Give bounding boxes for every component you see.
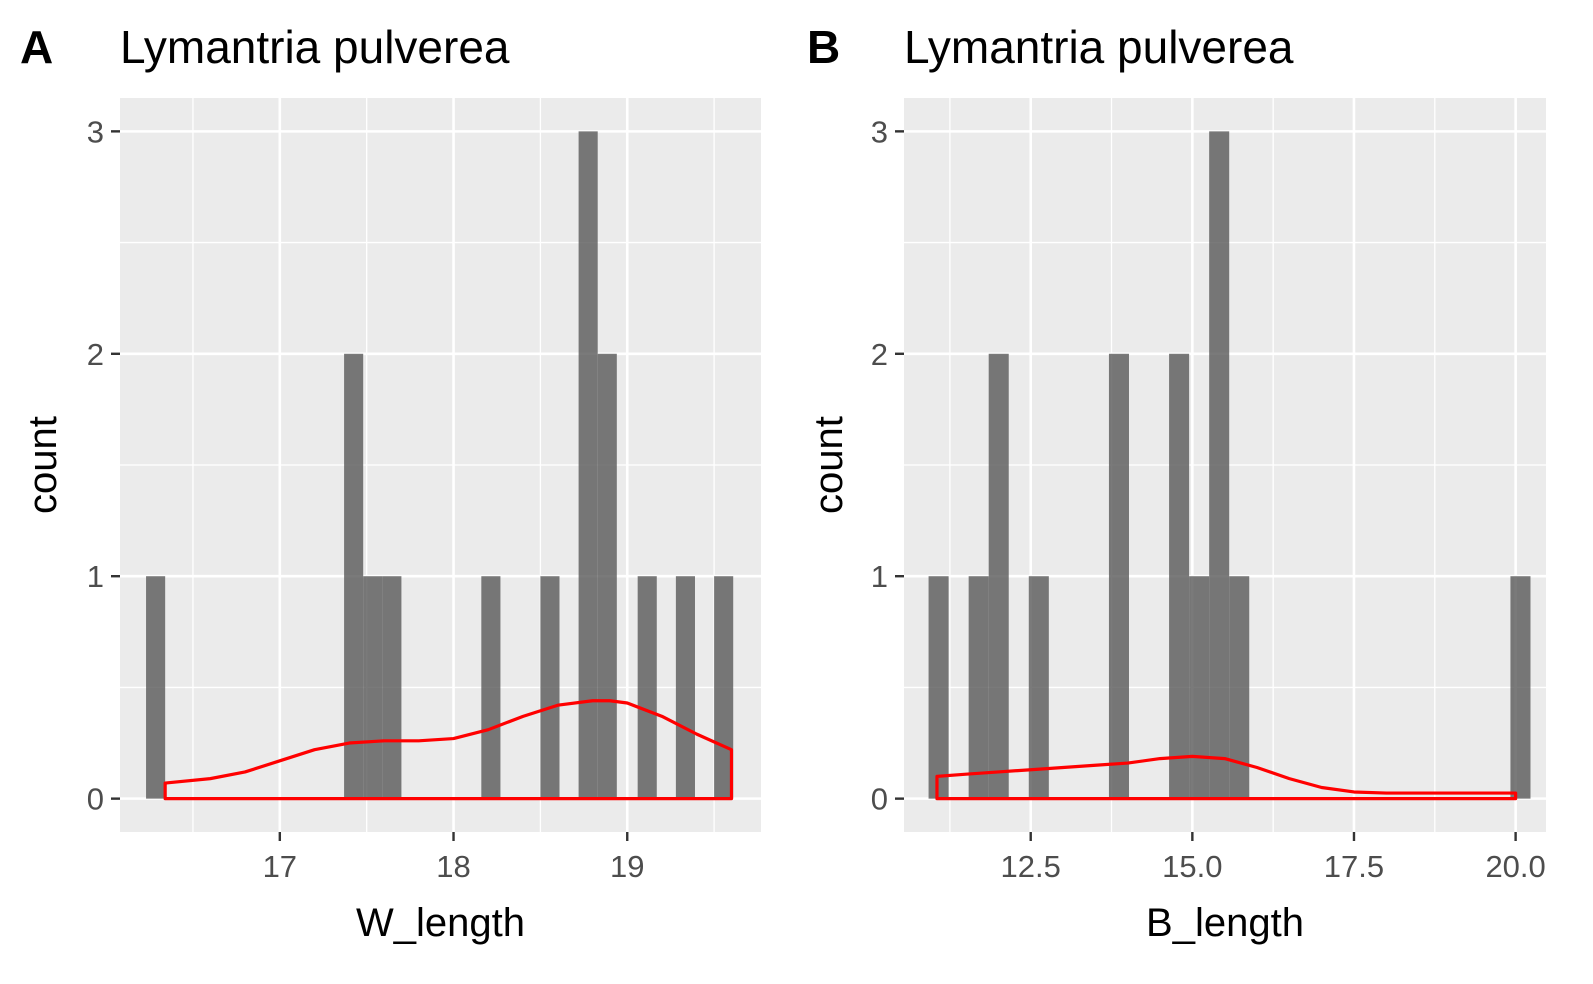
- y-axis-title: count: [21, 416, 65, 514]
- x-tick-label: 17.5: [1324, 849, 1384, 884]
- x-tick-label: 19: [610, 849, 644, 884]
- density-curve: [935, 754, 1518, 801]
- panel-tag: A: [20, 21, 53, 73]
- x-axis-title: W_length: [356, 901, 525, 945]
- y-tick-label: 2: [87, 337, 104, 372]
- bar-layer: [146, 131, 734, 799]
- histogram-bar: [597, 353, 617, 799]
- histogram-bar: [344, 353, 364, 799]
- histogram-bar: [481, 576, 501, 799]
- y-tick-label: 0: [871, 782, 888, 817]
- density-layer: [935, 754, 1518, 801]
- histogram-bar: [928, 576, 949, 799]
- y-tick-label: 2: [871, 337, 888, 372]
- panel-a: 0 1 2 3 17 18 19 A Lymantria pulverea W_length…: [20, 21, 761, 945]
- histogram-bar: [1189, 576, 1210, 799]
- y-tick-label: 3: [87, 114, 104, 149]
- histogram-bar: [1108, 353, 1129, 799]
- histogram-bar: [578, 131, 598, 799]
- x-axis-title: B_length: [1146, 901, 1304, 945]
- histogram-bar: [540, 576, 560, 799]
- tick-layer: 0 1 2 3 12.5 15.0 17.5 20.0: [871, 114, 1546, 884]
- panel-tag: B: [807, 21, 840, 73]
- histogram-bar: [1229, 576, 1250, 799]
- histogram-bar: [637, 576, 657, 799]
- x-tick-label: 15.0: [1162, 849, 1222, 884]
- y-tick-label: 1: [871, 559, 888, 594]
- x-tick-label: 17: [263, 849, 297, 884]
- histogram-bar: [968, 576, 989, 799]
- histogram-bar: [1028, 576, 1049, 799]
- y-tick-label: 1: [87, 559, 104, 594]
- histogram-bar: [382, 576, 402, 799]
- tick-layer: 0 1 2 3 17 18 19: [87, 114, 645, 884]
- density-curve: [163, 699, 734, 801]
- panel-b: 0 1 2 3 12.5 15.0 17.5 20.0 B Lymantria pulvere…: [807, 21, 1546, 945]
- histogram-bar: [1510, 576, 1531, 799]
- density-layer: [163, 699, 734, 801]
- y-axis-title: count: [807, 416, 851, 514]
- x-tick-label: 18: [436, 849, 470, 884]
- histogram-bar: [146, 576, 166, 799]
- chart-title: Lymantria pulverea: [904, 21, 1294, 73]
- histogram-bar: [1209, 131, 1230, 799]
- y-tick-label: 3: [871, 114, 888, 149]
- histogram-bar: [675, 576, 695, 799]
- histogram-bar: [1169, 353, 1190, 799]
- chart-title: Lymantria pulverea: [120, 21, 510, 73]
- histogram-bar: [988, 353, 1009, 799]
- histogram-bar: [363, 576, 383, 799]
- x-tick-label: 12.5: [1001, 849, 1061, 884]
- x-tick-label: 20.0: [1485, 849, 1545, 884]
- bar-layer: [928, 131, 1531, 799]
- y-tick-label: 0: [87, 782, 104, 817]
